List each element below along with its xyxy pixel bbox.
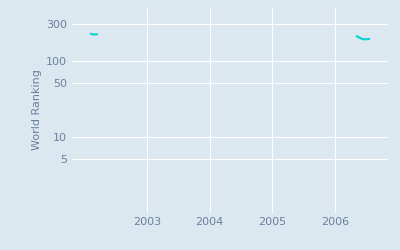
Y-axis label: World Ranking: World Ranking bbox=[32, 70, 42, 150]
